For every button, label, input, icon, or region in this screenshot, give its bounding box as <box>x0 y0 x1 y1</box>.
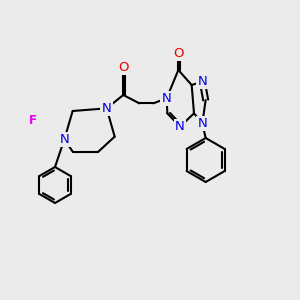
Text: N: N <box>197 117 207 130</box>
Text: F: F <box>29 113 37 127</box>
Text: O: O <box>173 47 184 60</box>
Text: F: F <box>28 113 35 127</box>
Text: N: N <box>197 75 207 88</box>
Text: N: N <box>162 92 172 105</box>
Text: N: N <box>59 133 69 146</box>
Text: O: O <box>118 61 129 74</box>
Text: N: N <box>102 102 112 115</box>
Text: N: N <box>175 120 185 133</box>
